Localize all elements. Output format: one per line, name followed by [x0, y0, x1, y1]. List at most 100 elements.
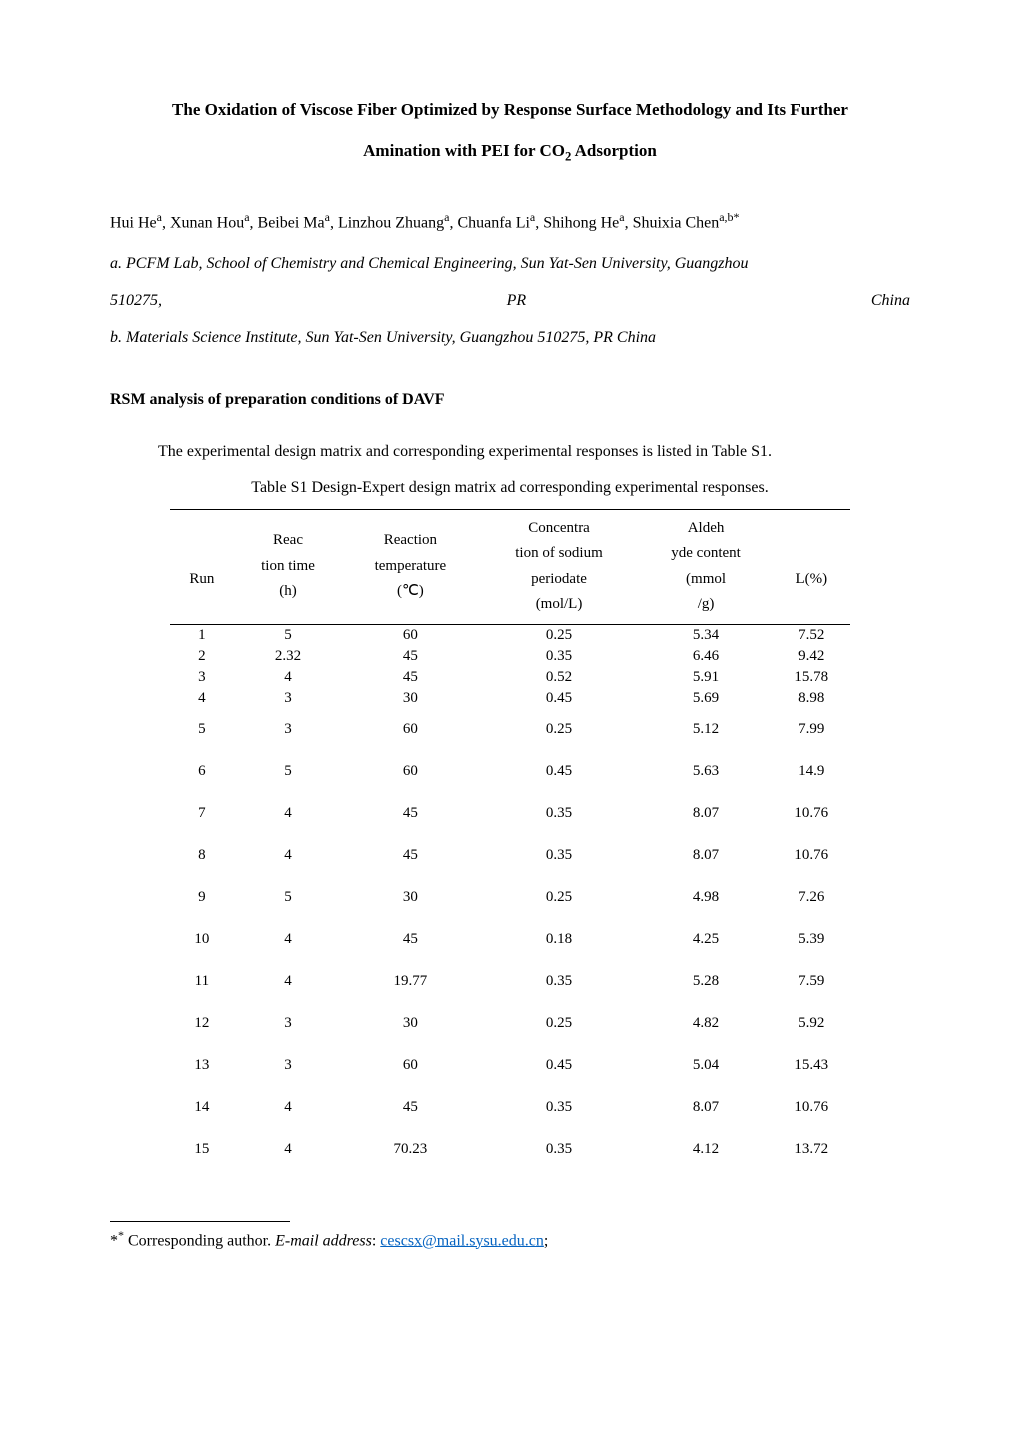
cell-temp: 30 [342, 1003, 478, 1045]
affil-b: b. Materials Science Institute, Sun Yat-… [110, 320, 910, 357]
cell-run: 5 [170, 709, 234, 751]
cell-L: 7.59 [773, 961, 850, 1003]
col-temp: Reaction temperature (℃) [342, 509, 478, 624]
cell-ald: 4.82 [640, 1003, 773, 1045]
cell-run: 3 [170, 667, 234, 688]
cell-conc: 0.35 [479, 793, 640, 835]
col-aldehyde: Aldeh yde content (mmol /g) [640, 509, 773, 624]
cell-temp: 45 [342, 1087, 478, 1129]
title-line-2-post: Adsorption [571, 141, 657, 160]
cell-time: 3 [234, 1003, 342, 1045]
cell-L: 7.52 [773, 624, 850, 646]
table-row: 43300.455.698.98 [170, 688, 850, 709]
col-time: Reac tion time (h) [234, 509, 342, 624]
cell-temp: 60 [342, 1045, 478, 1087]
cell-time: 4 [234, 793, 342, 835]
table-row: 123300.254.825.92 [170, 1003, 850, 1045]
cell-conc: 0.25 [479, 1003, 640, 1045]
table-row: 133600.455.0415.43 [170, 1045, 850, 1087]
footnote-email-link[interactable]: cescsx@mail.sysu.edu.cn [380, 1232, 544, 1249]
footnote-rule [110, 1221, 290, 1222]
cell-time: 4 [234, 835, 342, 877]
cell-run: 8 [170, 835, 234, 877]
cell-L: 10.76 [773, 1087, 850, 1129]
cell-conc: 0.35 [479, 961, 640, 1003]
footnote-star: * [110, 1232, 118, 1249]
cell-run: 13 [170, 1045, 234, 1087]
cell-run: 14 [170, 1087, 234, 1129]
table-row: 95300.254.987.26 [170, 877, 850, 919]
body-paragraph: The experimental design matrix and corre… [110, 443, 910, 461]
cell-conc: 0.35 [479, 1087, 640, 1129]
affil-a-left: 510275, [110, 283, 162, 320]
cell-ald: 5.34 [640, 624, 773, 646]
footnote: ** Corresponding author. E-mail address:… [110, 1228, 910, 1250]
cell-run: 6 [170, 751, 234, 793]
table-row: 104450.184.255.39 [170, 919, 850, 961]
cell-time: 4 [234, 961, 342, 1003]
cell-ald: 5.63 [640, 751, 773, 793]
cell-conc: 0.25 [479, 624, 640, 646]
cell-temp: 45 [342, 667, 478, 688]
affiliation-a: a. PCFM Lab, School of Chemistry and Che… [110, 246, 910, 356]
table-row: 15470.230.354.1213.72 [170, 1129, 850, 1171]
title-line-2: Amination with PEI for CO2 Adsorption [110, 131, 910, 172]
author-1: Hui He [110, 214, 157, 231]
cell-ald: 4.25 [640, 919, 773, 961]
title-line-1: The Oxidation of Viscose Fiber Optimized… [110, 90, 910, 131]
table-body: 15600.255.347.5222.32450.356.469.4234450… [170, 624, 850, 1171]
cell-time: 2.32 [234, 646, 342, 667]
cell-temp: 30 [342, 688, 478, 709]
cell-ald: 5.04 [640, 1045, 773, 1087]
cell-temp: 45 [342, 793, 478, 835]
affil-a-line1: a. PCFM Lab, School of Chemistry and Che… [110, 246, 910, 283]
cell-temp: 19.77 [342, 961, 478, 1003]
affil-a-mid: PR [507, 283, 527, 320]
cell-temp: 60 [342, 624, 478, 646]
affil-a-line2: 510275, PR China [110, 283, 910, 320]
cell-temp: 60 [342, 709, 478, 751]
cell-temp: 45 [342, 646, 478, 667]
table-header-row: Run Reac tion time (h) Reaction temperat… [170, 509, 850, 624]
cell-ald: 5.91 [640, 667, 773, 688]
footnote-semi: ; [544, 1232, 548, 1249]
cell-time: 5 [234, 751, 342, 793]
cell-time: 5 [234, 624, 342, 646]
cell-temp: 60 [342, 751, 478, 793]
table-row: 11419.770.355.287.59 [170, 961, 850, 1003]
cell-conc: 0.18 [479, 919, 640, 961]
cell-ald: 6.46 [640, 646, 773, 667]
title-line-2-pre: Amination with PEI for CO [363, 141, 565, 160]
table-row: 22.32450.356.469.42 [170, 646, 850, 667]
section-heading: RSM analysis of preparation conditions o… [110, 391, 910, 409]
table-row: 34450.525.9115.78 [170, 667, 850, 688]
table-row: 53600.255.127.99 [170, 709, 850, 751]
cell-L: 5.92 [773, 1003, 850, 1045]
cell-temp: 30 [342, 877, 478, 919]
cell-L: 10.76 [773, 835, 850, 877]
sep-4: , Chuanfa Li [449, 214, 529, 231]
cell-time: 3 [234, 709, 342, 751]
table-row: 15600.255.347.52 [170, 624, 850, 646]
table-row: 144450.358.0710.76 [170, 1087, 850, 1129]
cell-conc: 0.45 [479, 751, 640, 793]
cell-run: 12 [170, 1003, 234, 1045]
cell-L: 13.72 [773, 1129, 850, 1171]
cell-time: 5 [234, 877, 342, 919]
cell-ald: 4.98 [640, 877, 773, 919]
cell-ald: 4.12 [640, 1129, 773, 1171]
cell-time: 3 [234, 688, 342, 709]
cell-ald: 5.28 [640, 961, 773, 1003]
cell-conc: 0.25 [479, 877, 640, 919]
table-caption: Table S1 Design-Expert design matrix ad … [110, 479, 910, 497]
cell-L: 9.42 [773, 646, 850, 667]
cell-conc: 0.45 [479, 688, 640, 709]
cell-time: 4 [234, 1129, 342, 1171]
sep-5: , Shihong He [535, 214, 619, 231]
table-s1: Run Reac tion time (h) Reaction temperat… [170, 509, 850, 1171]
cell-L: 15.78 [773, 667, 850, 688]
cell-run: 2 [170, 646, 234, 667]
cell-L: 14.9 [773, 751, 850, 793]
cell-L: 7.26 [773, 877, 850, 919]
cell-run: 1 [170, 624, 234, 646]
